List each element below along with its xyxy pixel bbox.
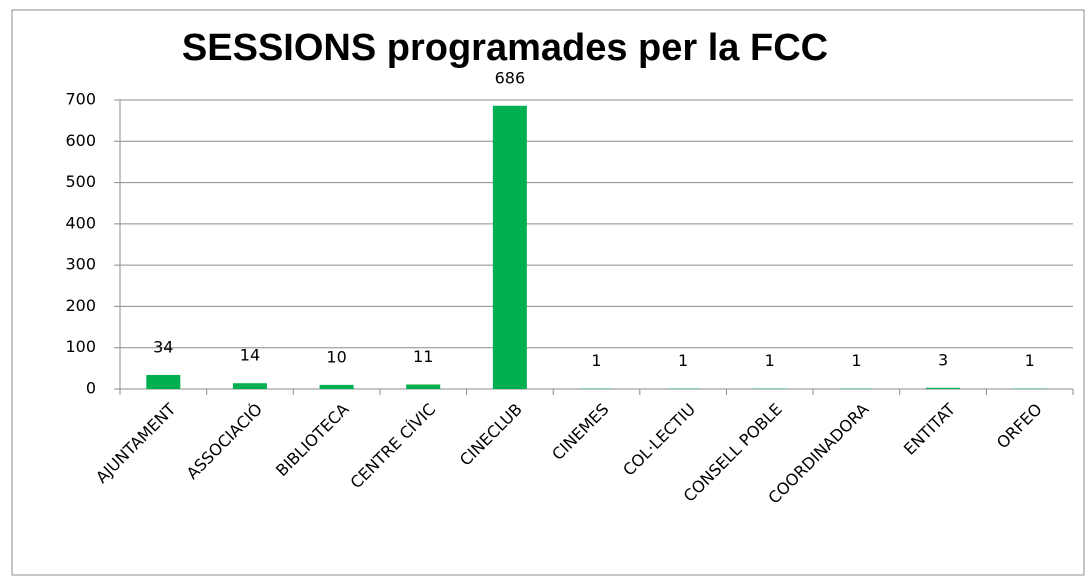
y-tick-label: 500: [65, 172, 96, 191]
data-label: 3: [938, 350, 948, 369]
y-tick-label: 100: [65, 337, 96, 356]
data-label: 686: [495, 68, 526, 87]
bar: [232, 383, 267, 389]
data-label: 10: [326, 347, 346, 366]
data-label: 34: [153, 337, 173, 356]
data-label: 1: [1025, 351, 1035, 370]
data-label: 1: [678, 351, 688, 370]
data-label: 1: [765, 351, 775, 370]
bar: [406, 384, 441, 389]
y-tick-label: 200: [65, 296, 96, 315]
bar: [319, 384, 354, 389]
y-tick-label: 0: [86, 379, 96, 398]
bar: [146, 374, 181, 389]
y-tick-label: 400: [65, 213, 96, 232]
data-label: 14: [240, 346, 260, 365]
y-tick-label: 600: [65, 131, 96, 150]
y-tick-label: 700: [65, 90, 96, 109]
y-tick-label: 300: [65, 255, 96, 274]
bar: [492, 105, 527, 389]
chart-title: SESSIONS programades per la FCC: [182, 27, 828, 69]
data-label: 1: [851, 351, 861, 370]
chart-border: [11, 9, 1085, 576]
bar: [926, 387, 961, 389]
data-label: 1: [591, 351, 601, 370]
data-label: 11: [413, 347, 433, 366]
